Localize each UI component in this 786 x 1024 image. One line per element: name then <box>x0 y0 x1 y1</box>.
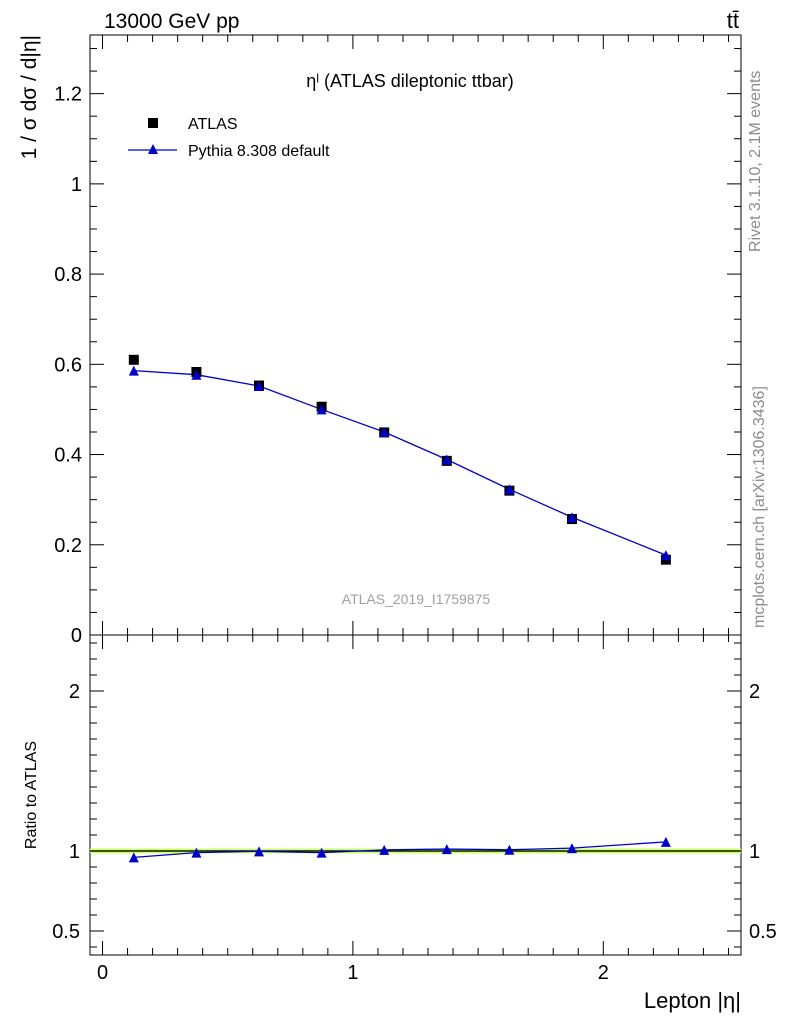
ratio-y-tick-label: 0.5 <box>52 921 80 943</box>
energy-label: 13000 GeV pp <box>104 10 239 33</box>
main-ticks: 0.2 0.4 0.6 0.8 1 1.2 0 <box>54 35 741 647</box>
legend-atlas-marker <box>148 118 158 128</box>
ratio-series <box>128 836 671 863</box>
ratio-y-tick-label-right: 2 <box>749 681 760 703</box>
x-axis-label: Lepton |η| <box>644 988 741 1013</box>
ratio-x-tick-label: 1 <box>347 962 358 984</box>
ratio-point <box>128 852 139 863</box>
main-y-tick-label: 0.2 <box>54 535 82 557</box>
legend: ATLAS Pythia 8.308 default <box>128 116 330 160</box>
main-y-tick-label: 1 <box>71 174 82 196</box>
ratio-y-tick-label-right: 0.5 <box>749 921 777 943</box>
main-y-tick-label: 1.2 <box>54 84 82 106</box>
pythia-line <box>133 369 667 556</box>
ratio-point <box>441 844 452 855</box>
pythia-point <box>191 369 202 380</box>
main-y-tick-label: 0.8 <box>54 264 82 286</box>
ratio-point <box>316 847 327 858</box>
ratio-point <box>660 836 671 847</box>
atlas-point <box>128 354 139 365</box>
main-y-tick-label: 0.6 <box>54 354 82 376</box>
ratio-plot-panel: 0 1 2 0.5 0.5 1 1 2 2 Ratio to ATLAS <box>23 634 777 984</box>
main-plot-panel: 0.2 0.4 0.6 0.8 1 1.2 0 ηˡ (ATLAS dileptonic t… <box>18 34 742 647</box>
pythia-point <box>254 380 265 391</box>
ratio-ticks: 0 1 2 0.5 0.5 1 1 2 2 <box>52 635 777 984</box>
legend-pythia-label: Pythia 8.308 default <box>188 143 330 160</box>
source-label: mcplots.cern.ch [arXiv:1306.3436] <box>751 386 768 628</box>
rivet-version-label: Rivet 3.1.10, 2.1M events <box>747 71 764 252</box>
ratio-point <box>504 844 515 855</box>
ratio-x-tick-label: 2 <box>598 962 609 984</box>
pythia-point <box>660 550 671 561</box>
ratio-y-tick-label: 1 <box>69 841 80 863</box>
ratio-y-tick-label: 2 <box>69 681 80 703</box>
analysis-label: ATLAS_2019_I1759875 <box>342 591 491 607</box>
ratio-point <box>254 846 265 857</box>
ratio-point <box>566 843 577 854</box>
ratio-point <box>191 847 202 858</box>
ratio-band-group <box>90 848 741 854</box>
legend-atlas-label: ATLAS <box>188 116 238 133</box>
pythia-point <box>379 426 390 437</box>
process-label: tt̄ <box>727 8 739 33</box>
main-y-axis-label: 1 / σ dσ / d|η| <box>18 35 41 159</box>
main-series <box>128 354 671 565</box>
pythia-point <box>504 484 515 495</box>
main-y-tick-label-zero: 0 <box>71 625 82 647</box>
ratio-x-tick-label: 0 <box>97 962 108 984</box>
main-title: ηˡ (ATLAS dileptonic ttbar) <box>306 71 514 91</box>
pythia-point <box>441 454 452 465</box>
pythia-point <box>566 512 577 523</box>
ratio-y-axis-label: Ratio to ATLAS <box>23 741 40 849</box>
main-y-tick-label: 0.4 <box>54 445 82 467</box>
ratio-y-tick-label-right: 1 <box>749 841 760 863</box>
ratio-point <box>379 844 390 855</box>
legend-pythia-marker <box>148 144 158 154</box>
pythia-point <box>128 365 139 376</box>
ratio-plot-frame <box>89 634 742 956</box>
pythia-point <box>316 404 327 415</box>
